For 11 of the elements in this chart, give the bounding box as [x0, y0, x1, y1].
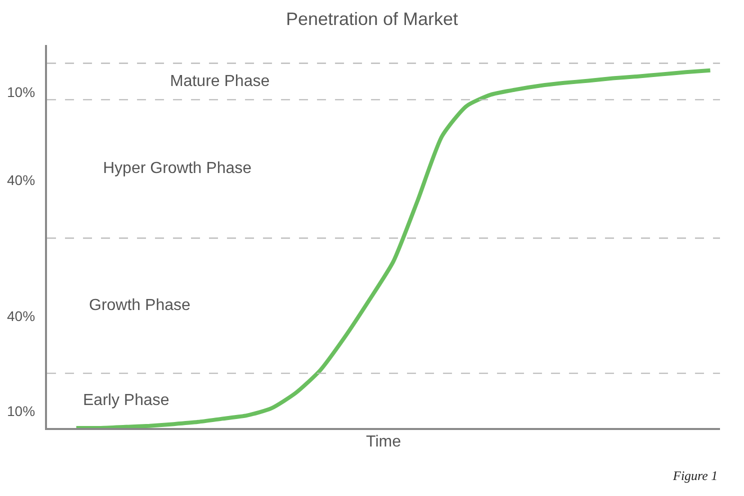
chart-title: Penetration of Market	[286, 9, 458, 29]
annotation: Hyper Growth Phase	[103, 160, 252, 177]
text: 10%	[7, 403, 36, 419]
annotation: Growth Phase	[89, 297, 190, 314]
caption: Figure 1	[672, 468, 718, 483]
annotation: Mature Phase	[170, 73, 270, 90]
text: 40%	[7, 308, 36, 324]
text: 40%	[7, 172, 36, 188]
x-axis-title: Time	[366, 434, 402, 451]
annotation: Early Phase	[83, 392, 170, 409]
text: 10%	[7, 84, 36, 100]
